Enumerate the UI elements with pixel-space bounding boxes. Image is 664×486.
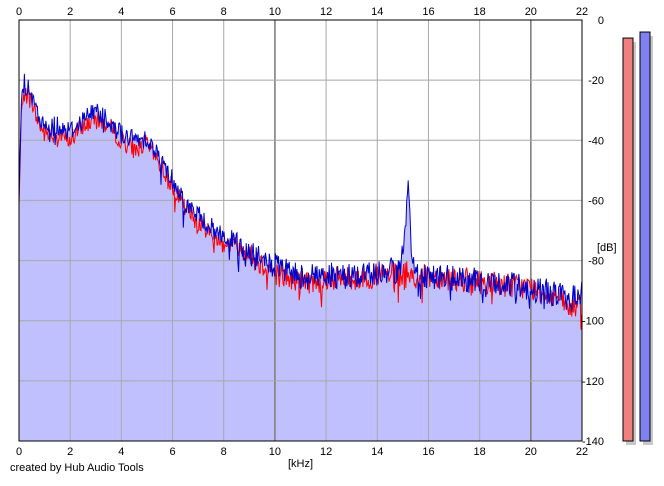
x-tick-label-bottom: 2 [67,446,73,458]
x-tick-label-top: 22 [576,6,588,18]
y-tick-label: 0 [598,15,604,27]
level-meter-bar [622,37,634,442]
series-line-red [18,88,583,330]
y-tick-label: -20 [588,75,604,87]
series-line-blue [18,73,583,312]
x-tick-label-top: 14 [371,6,383,18]
plot-frame [18,19,583,442]
plot-area [18,19,583,442]
level-meter-bar [639,31,651,442]
x-tick-label-top: 6 [169,6,175,18]
y-tick-label: -60 [588,195,604,207]
x-axis-label: [kHz] [288,458,313,470]
x-tick-label-bottom: 10 [269,446,281,458]
x-tick-label-bottom: 6 [169,446,175,458]
credit-text: created by Hub Audio Tools [10,462,144,474]
x-tick-label-top: 2 [67,6,73,18]
x-tick-label-top: 0 [16,6,22,18]
y-tick-label: -80 [588,256,604,268]
x-tick-label-bottom: 14 [371,446,383,458]
y-tick-label: -40 [588,135,604,147]
x-tick-label-bottom: 4 [118,446,124,458]
x-tick-label-bottom: 22 [576,446,588,458]
x-tick-label-bottom: 20 [525,446,537,458]
x-tick-label-bottom: 8 [221,446,227,458]
x-tick-label-top: 18 [474,6,486,18]
x-tick-label-top: 16 [422,6,434,18]
y-tick-label: -120 [582,376,604,388]
level-meters [622,31,653,446]
x-tick-label-bottom: 16 [422,446,434,458]
y-tick-label: -140 [582,436,604,448]
y-tick-label: -100 [582,316,604,328]
spectrum-fill [19,73,582,442]
x-tick-label-top: 20 [525,6,537,18]
x-tick-label-top: 4 [118,6,124,18]
y-axis-label: [dB] [597,242,617,254]
axes: 002244668810101212141416161818202022220-… [16,6,617,470]
x-tick-label-bottom: 0 [16,446,22,458]
x-tick-label-top: 10 [269,6,281,18]
x-tick-label-bottom: 18 [474,446,486,458]
x-tick-label-top: 12 [320,6,332,18]
x-tick-label-bottom: 12 [320,446,332,458]
x-tick-label-top: 8 [221,6,227,18]
